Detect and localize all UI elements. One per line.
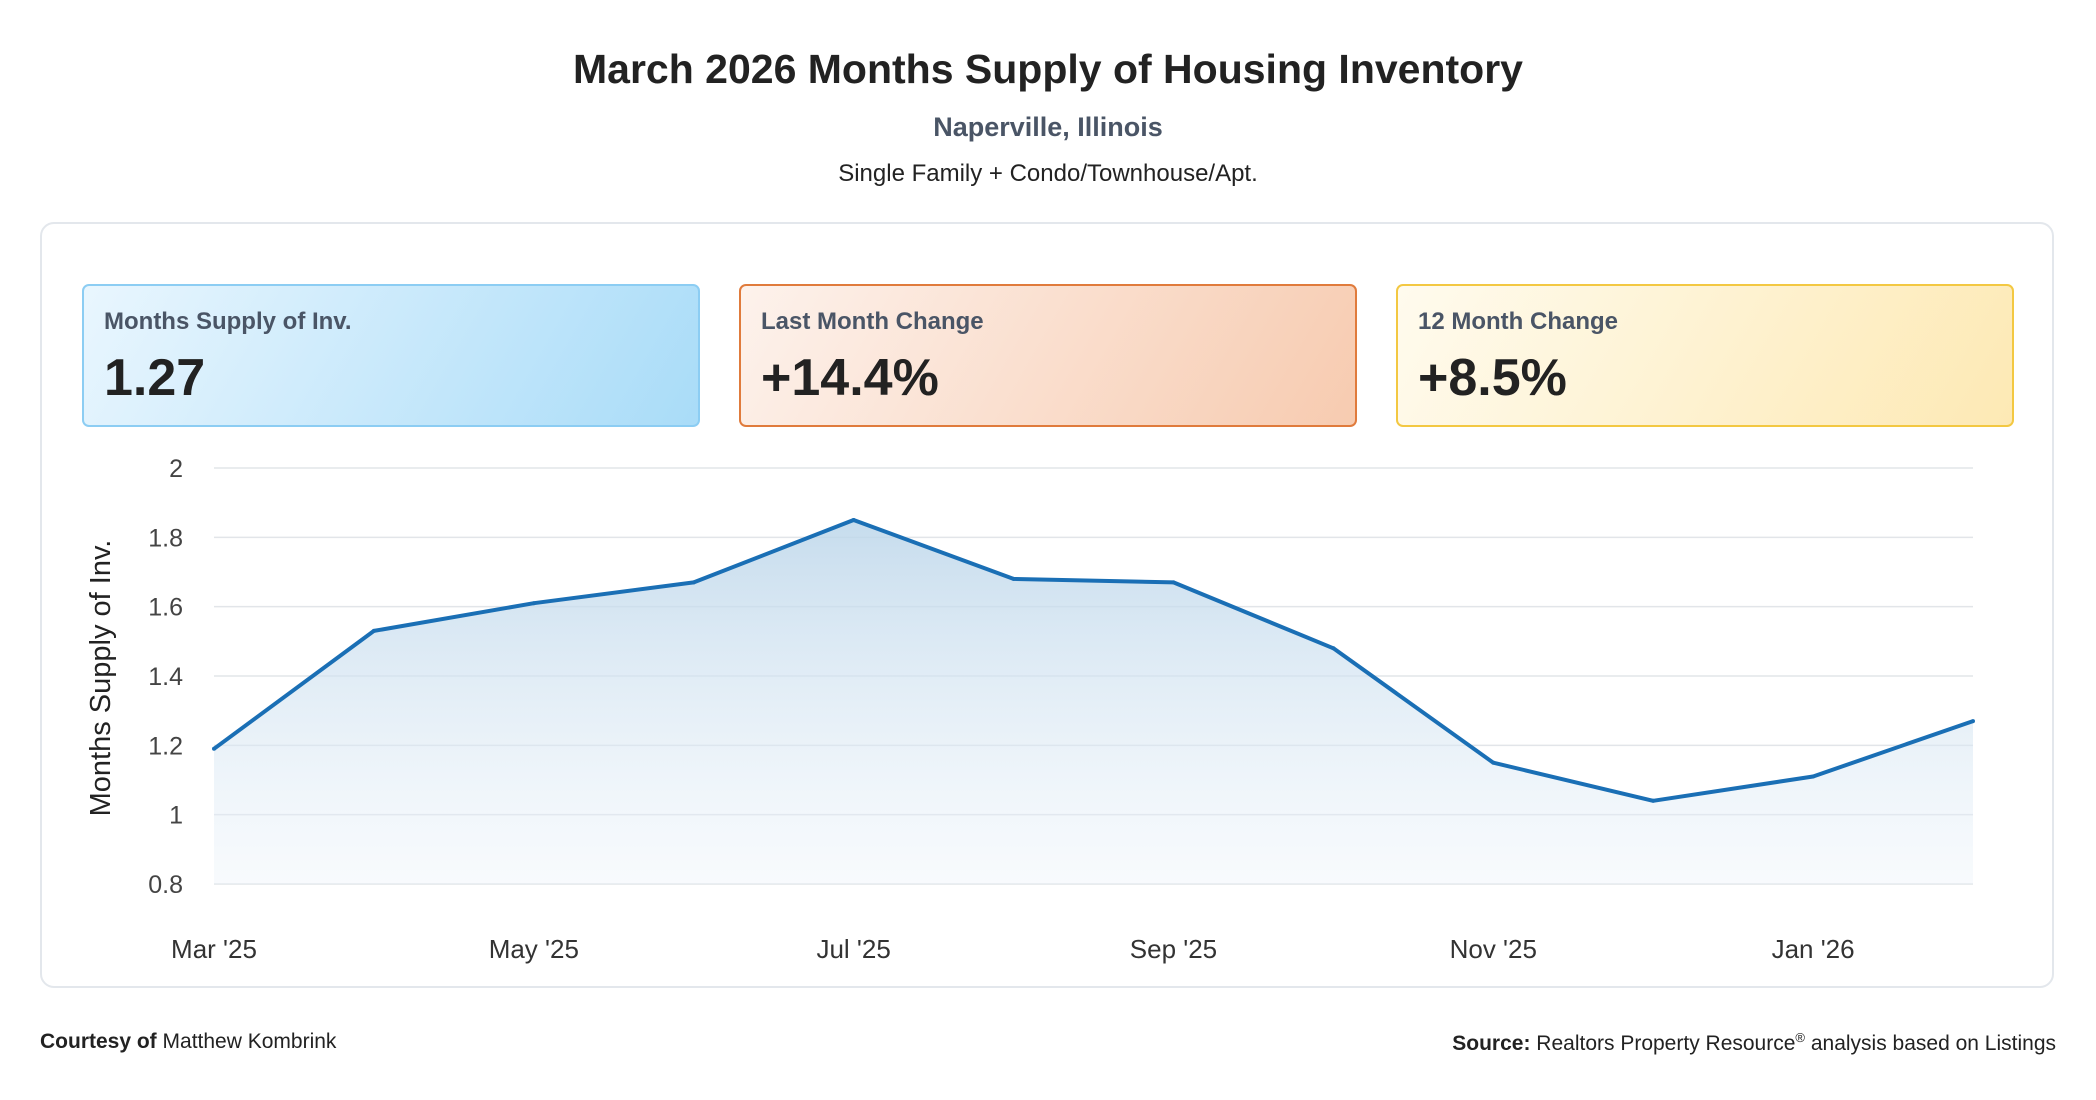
location-subtitle: Naperville, Illinois [933,112,1163,142]
x-tick-label: Mar '25 [171,934,257,964]
y-tick-label: 2 [169,455,183,483]
twelve-month-change-label: 12 Month Change [1418,308,1619,335]
courtesy-name: Matthew Kombrink [162,1030,337,1053]
data-point [531,601,536,606]
x-tick-label: May '25 [489,934,579,964]
last-month-change-value: +14.4% [761,349,939,407]
y-axis-label: Months Supply of Inv. [85,540,117,817]
data-point [1011,576,1016,581]
last-month-change-card: Last Month Change +14.4% [739,284,1357,427]
data-point [1651,798,1656,803]
data-point [1971,719,1975,724]
courtesy-label: Courtesy of [40,1030,157,1053]
source-label: Source: [1452,1032,1531,1055]
twelve-month-change-value: +8.5% [1418,349,1567,407]
y-tick-label: 1.8 [148,524,183,552]
x-tick-label: Sep '25 [1130,934,1217,964]
y-tick-label: 1.6 [148,594,183,622]
data-points [212,518,1975,803]
data-point [1491,760,1496,765]
property-segment: Single Family + Condo/Townhouse/Apt. [838,160,1258,187]
source-suffix: analysis based on Listings [1810,1032,2056,1055]
registered-mark: ® [1795,1030,1805,1045]
x-axis-ticks: Mar '25 May '25 Jul '25 Sep '25 Nov '25 Jan '… [171,934,1855,964]
data-point [212,746,216,751]
data-point [1171,580,1176,585]
last-month-change-label: Last Month Change [761,308,984,335]
data-point [691,580,696,585]
data-point [851,518,856,522]
courtesy-credit: Courtesy of Matthew Kombrink [40,1030,336,1054]
data-point [371,628,376,633]
months-supply-value: 1.27 [104,349,206,407]
source-credit: Source: Realtors Property Resource® anal… [1452,1030,2056,1056]
y-tick-label: 1.2 [148,732,183,760]
page-title: March 2026 Months Supply of Housing Inve… [573,46,1523,92]
series-line [212,518,1974,803]
y-axis-ticks: 0.8 1 1.2 1.4 1.6 1.8 2 [148,455,183,899]
y-tick-label: 1.4 [148,663,183,691]
data-point [1331,646,1336,651]
x-tick-label: Jul '25 [816,934,890,964]
twelve-month-change-card: 12 Month Change +8.5% [1396,284,2014,427]
chart-header: March 2026 Months Supply of Housing Inve… [0,40,2096,190]
y-tick-label: 0.8 [148,871,183,899]
data-point [1811,774,1816,779]
source-text: Realtors Property Resource [1536,1032,1796,1055]
months-supply-label: Months Supply of Inv. [104,308,352,335]
y-tick-label: 1 [169,802,183,830]
series-area [214,520,1973,884]
months-supply-card: Months Supply of Inv. 1.27 [82,284,700,427]
x-tick-label: Nov '25 [1450,934,1537,964]
x-tick-label: Jan '26 [1772,934,1855,964]
